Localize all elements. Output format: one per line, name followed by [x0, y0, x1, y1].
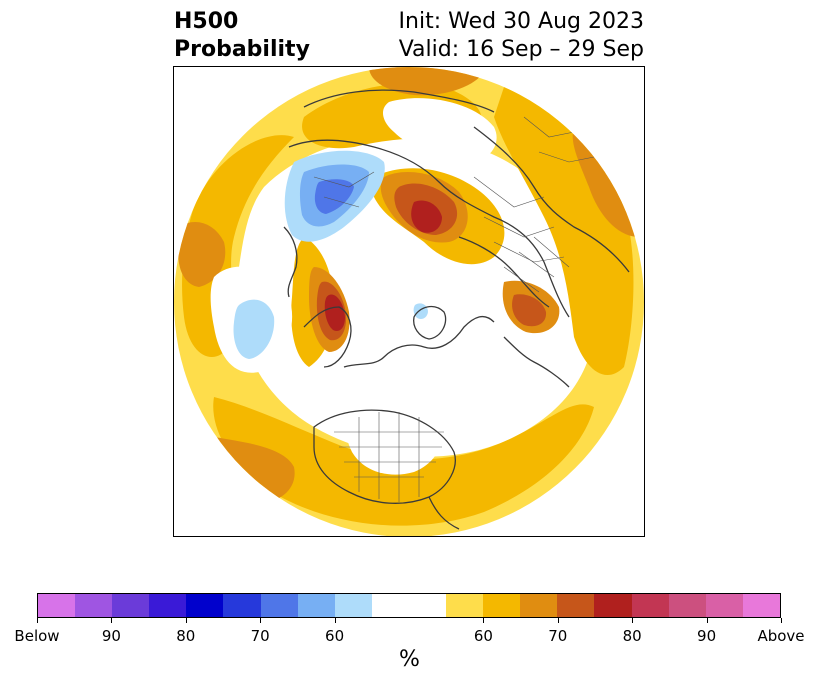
colorbar-segment — [483, 594, 521, 617]
colorbar-segment — [371, 594, 447, 617]
shade-red — [411, 200, 442, 233]
colorbar-tick — [557, 618, 559, 623]
map-title-right: Init: Wed 30 Aug 2023 Valid: 16 Sep – 29… — [399, 8, 644, 64]
colorbar-segment — [705, 594, 743, 617]
borders — [313, 116, 595, 502]
title-variable: H500 — [174, 9, 239, 34]
colorbar-tick-label: 90 — [697, 627, 717, 645]
shade-light-yellow — [174, 67, 644, 536]
colorbar-segment — [557, 594, 595, 617]
colorbar-tick — [706, 618, 708, 623]
colorbar-tick-label: Below — [14, 627, 60, 645]
colorbar-tick-label: Above — [757, 627, 805, 645]
colorbar-tick-label: 80 — [176, 627, 196, 645]
colorbar-segment — [520, 594, 558, 617]
polar-map-svg — [174, 67, 644, 536]
colorbar-segment — [149, 594, 187, 617]
colorbar-segment — [260, 594, 298, 617]
colorbar-tick — [260, 618, 262, 623]
colorbar-tick — [334, 618, 336, 623]
colorbar-segment — [297, 594, 335, 617]
colorbar-tick-label: 60 — [473, 627, 493, 645]
colorbar-segment — [742, 594, 780, 617]
map-title-left: H500 Probability — [174, 8, 310, 64]
shade-orange — [369, 67, 484, 96]
shade-mid-blue — [314, 179, 354, 214]
title-product: Probability — [174, 37, 310, 62]
colorbar-tick — [781, 618, 782, 623]
colorbar-segment — [75, 594, 113, 617]
title-valid-period: Valid: 16 Sep – 29 Sep — [398, 37, 644, 62]
colorbar-segment — [334, 594, 372, 617]
colorbar-segment — [631, 594, 669, 617]
colorbar-tick-label: 70 — [548, 627, 568, 645]
shade-orange — [572, 127, 639, 237]
shade-white-north — [382, 98, 497, 163]
colorbar-tick-label: 80 — [622, 627, 642, 645]
colorbar-tick — [185, 618, 187, 623]
colorbar-tick-label: 60 — [325, 627, 345, 645]
shade-yellow — [182, 135, 294, 357]
colorbar-segment — [112, 594, 150, 617]
colorbar-tick-label: 70 — [250, 627, 270, 645]
shade-orange — [178, 222, 226, 287]
colorbar-tick — [37, 618, 38, 623]
shade-dark-orange — [512, 294, 547, 327]
colorbar-segment — [668, 594, 706, 617]
colorbar-unit-label: % — [399, 647, 420, 672]
colorbar-segment — [38, 594, 76, 617]
colorbar-tick — [111, 618, 113, 623]
title-init-date: Init: Wed 30 Aug 2023 — [398, 9, 644, 34]
colorbar-segment — [446, 594, 484, 617]
shade-red — [324, 294, 345, 331]
shade-white-center — [367, 260, 492, 370]
shade-light-blue — [233, 299, 275, 359]
colorbar-tick-label: 90 — [101, 627, 121, 645]
colorbar-segment — [223, 594, 261, 617]
shade-white-us — [344, 393, 443, 475]
colorbar-ticks: Below 90 80 70 60 60 70 80 90 Above — [14, 618, 805, 645]
polar-map — [173, 66, 645, 537]
colorbar — [37, 593, 781, 618]
colorbar-segment — [594, 594, 632, 617]
colorbar-tick — [632, 618, 634, 623]
shade-yellow — [494, 87, 634, 376]
colorbar-tick — [483, 618, 485, 623]
colorbar-segment — [186, 594, 224, 617]
